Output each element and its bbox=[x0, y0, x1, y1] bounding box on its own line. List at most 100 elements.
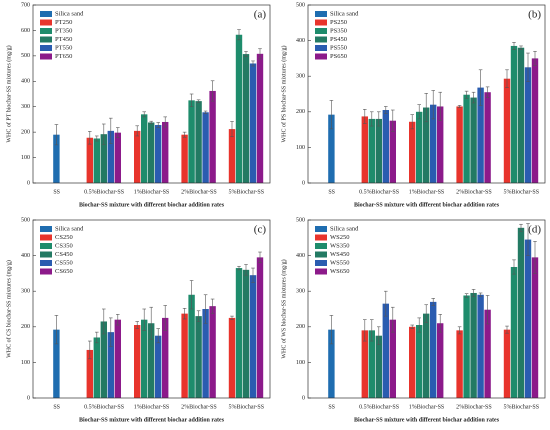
bar bbox=[510, 266, 518, 398]
bar bbox=[517, 227, 525, 398]
bar bbox=[93, 138, 100, 183]
panel-label: (b) bbox=[528, 9, 541, 21]
bar bbox=[114, 132, 121, 183]
legend-swatch bbox=[315, 53, 327, 60]
bar bbox=[209, 306, 216, 398]
legend-swatch bbox=[315, 36, 327, 43]
y-tick-label: 0 bbox=[302, 395, 305, 401]
bar bbox=[188, 100, 195, 183]
x-tick-label: SS bbox=[53, 404, 60, 410]
legend-swatch bbox=[40, 243, 52, 249]
panel: 0 100 200 300 400 500 SS 0.5%Biochar-SS 1%Biocha… bbox=[280, 2, 546, 208]
bar bbox=[368, 118, 375, 183]
bar bbox=[517, 47, 525, 183]
panel: 0 100 200 300 400 500 SS 0.5%Biochar-SS 1%Biocha… bbox=[5, 217, 271, 423]
legend-label: PT350 bbox=[55, 27, 72, 34]
legend-swatch bbox=[315, 28, 327, 34]
y-tick-label: 0 bbox=[302, 180, 305, 186]
y-tick-label: 400 bbox=[296, 38, 305, 44]
panel: 0 100 200 300 400 500 600 700 SS 0.5%Biochar-SS 1%… bbox=[5, 2, 271, 208]
bar bbox=[209, 90, 216, 183]
bar bbox=[53, 134, 60, 183]
x-tick-label: 0.5%Biochar-SS bbox=[84, 189, 124, 195]
x-tick-label: 2%Biochar-SS bbox=[181, 189, 217, 195]
x-tick-label: 5%Biochar-SS bbox=[504, 404, 540, 410]
bar bbox=[134, 325, 141, 398]
bar bbox=[484, 92, 491, 183]
bar bbox=[463, 94, 470, 183]
y-tick-label: 300 bbox=[296, 289, 305, 295]
bar bbox=[228, 129, 236, 183]
y-tick-label: 0 bbox=[27, 180, 30, 186]
y-tick-label: 500 bbox=[296, 2, 305, 8]
x-tick-label: 0.5%Biochar-SS bbox=[359, 189, 399, 195]
bar bbox=[423, 313, 430, 398]
bar bbox=[195, 101, 202, 183]
bar bbox=[141, 114, 148, 183]
panel-label: (d) bbox=[528, 224, 541, 236]
x-axis-label: Biochar-SS mixture with different biocha… bbox=[354, 202, 500, 208]
legend-label: PS450 bbox=[330, 36, 347, 43]
bar bbox=[328, 114, 335, 183]
x-tick-label: 1%Biochar-SS bbox=[409, 189, 445, 195]
bar bbox=[181, 313, 188, 398]
legend-label: Silica sand bbox=[330, 10, 359, 17]
y-tick-label: 300 bbox=[21, 104, 30, 110]
legend-label: PS350 bbox=[330, 27, 347, 34]
bar bbox=[456, 330, 463, 398]
x-tick-label: SS bbox=[53, 189, 60, 195]
x-tick-label: 2%Biochar-SS bbox=[181, 404, 217, 410]
x-tick-label: SS bbox=[328, 189, 335, 195]
x-tick-label: 2%Biochar-SS bbox=[456, 189, 492, 195]
plot-frame bbox=[307, 4, 546, 184]
y-axis-label: WHC of WS biochar-SS mixtures (mg/g) bbox=[280, 259, 287, 358]
y-axis-label: WHC of PT biochar-SS mixtures (mg/g) bbox=[5, 45, 12, 142]
legend-swatch bbox=[315, 19, 327, 26]
y-tick-label: 100 bbox=[21, 155, 30, 161]
x-tick-label: 1%Biochar-SS bbox=[134, 189, 170, 195]
legend-swatch bbox=[40, 226, 52, 232]
y-tick-label: 200 bbox=[21, 130, 30, 136]
legend-swatch bbox=[315, 234, 327, 241]
legend-swatch bbox=[40, 36, 52, 43]
bar bbox=[361, 116, 368, 183]
bar bbox=[235, 268, 243, 398]
bar bbox=[456, 106, 463, 183]
bar bbox=[235, 34, 243, 183]
y-tick-label: 700 bbox=[21, 2, 30, 8]
y-tick-label: 200 bbox=[296, 324, 305, 330]
y-tick-label: 600 bbox=[21, 28, 30, 34]
bar bbox=[531, 257, 539, 398]
legend-label: Silica sand bbox=[55, 225, 84, 232]
bar bbox=[430, 104, 437, 183]
bar bbox=[195, 316, 202, 398]
x-axis-label: Biochar-SS mixture with different biocha… bbox=[79, 202, 225, 208]
bar bbox=[256, 257, 264, 398]
bar bbox=[484, 309, 491, 398]
y-tick-label: 100 bbox=[296, 145, 305, 151]
legend-label: PS550 bbox=[330, 44, 347, 51]
bar bbox=[93, 337, 100, 398]
x-tick-label: 5%Biochar-SS bbox=[229, 404, 265, 410]
y-tick-label: 400 bbox=[21, 253, 30, 259]
x-tick-label: 5%Biochar-SS bbox=[504, 189, 540, 195]
legend-label: PS250 bbox=[330, 19, 347, 26]
bar bbox=[437, 106, 444, 183]
bar bbox=[242, 269, 250, 398]
bar bbox=[524, 239, 532, 398]
bar bbox=[503, 329, 511, 398]
legend-swatch bbox=[40, 251, 52, 258]
y-tick-label: 300 bbox=[296, 74, 305, 80]
bar bbox=[53, 329, 60, 398]
bar bbox=[375, 118, 382, 183]
y-tick-label: 500 bbox=[21, 53, 30, 59]
bar bbox=[470, 97, 477, 183]
legend-swatch bbox=[40, 260, 52, 266]
bar bbox=[470, 292, 477, 398]
bar bbox=[437, 323, 444, 398]
y-tick-label: 200 bbox=[296, 109, 305, 115]
bar bbox=[249, 63, 257, 183]
y-axis-label: WHC of CS biochar-SS mixtures (mg/g) bbox=[5, 260, 12, 358]
bar bbox=[477, 87, 484, 183]
bar bbox=[477, 294, 484, 398]
